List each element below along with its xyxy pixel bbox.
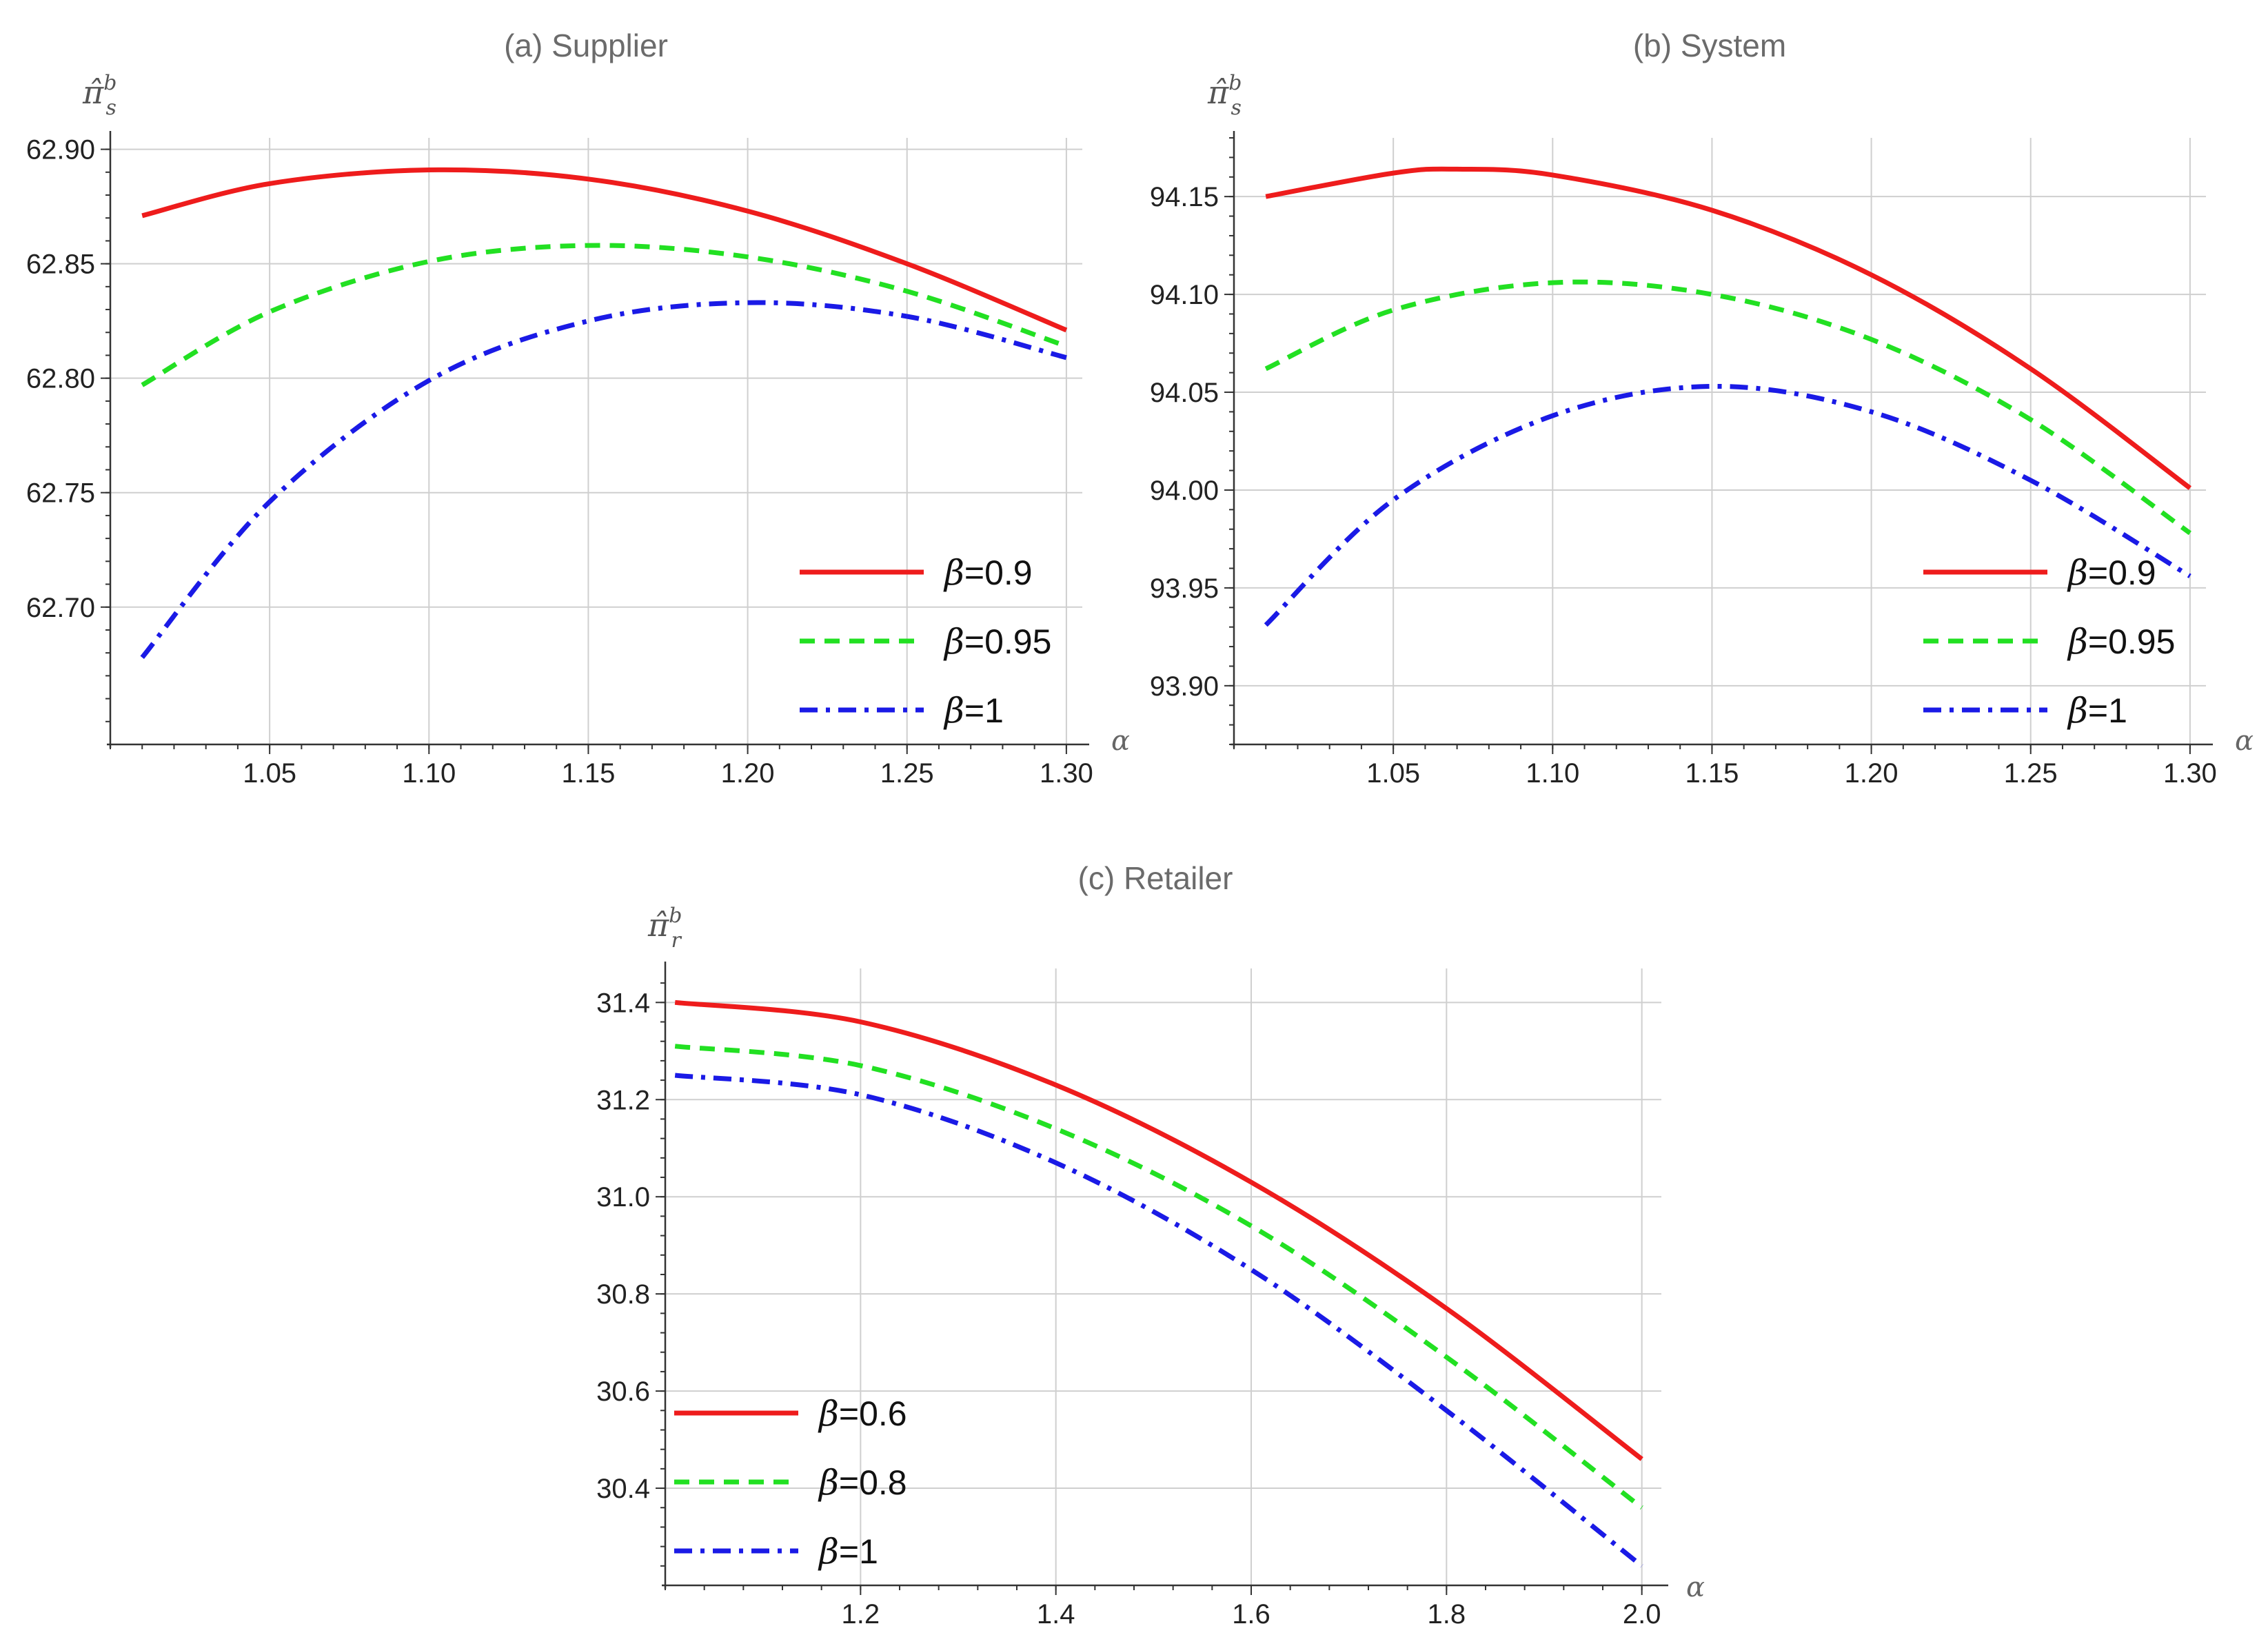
supplier-y-tick-label: 62.85 bbox=[26, 250, 95, 280]
retailer-y-tick-label: 31.4 bbox=[596, 988, 650, 1018]
system-series-line bbox=[1264, 383, 2191, 627]
supplier-x-tick-label: 1.20 bbox=[721, 758, 775, 789]
supplier-x-tick-label: 1.30 bbox=[1040, 758, 1093, 789]
supplier-x-tick-label: 1.05 bbox=[243, 758, 296, 789]
system-x-tick-label: 1.25 bbox=[2004, 758, 2058, 789]
retailer-legend-label: β=0.8 bbox=[818, 1463, 907, 1503]
system-series-line bbox=[1265, 166, 2191, 490]
supplier-legend: β=0.9 β=0.95 β=1 bbox=[800, 553, 1051, 731]
system-series-line bbox=[1264, 279, 2191, 536]
system-y-tick-label: 93.95 bbox=[1150, 573, 1219, 604]
retailer-x-tick-label: 1.2 bbox=[842, 1599, 880, 1629]
system-y-tick-label: 94.00 bbox=[1150, 476, 1219, 506]
supplier-y-tick-label: 62.70 bbox=[26, 593, 95, 623]
system-legend: β=0.9 β=0.95 β=1 bbox=[1923, 553, 2175, 731]
system-x-tick-label: 1.05 bbox=[1366, 758, 1420, 789]
retailer-x-tick-label: 1.4 bbox=[1037, 1599, 1075, 1629]
supplier-y-tick-label: 62.75 bbox=[26, 478, 95, 509]
retailer-x-tick-label: 2.0 bbox=[1623, 1599, 1661, 1629]
retailer-y-tick-label: 31.2 bbox=[596, 1085, 650, 1115]
supplier-legend-label: β=1 bbox=[943, 691, 1004, 731]
system-x-tick-label: 1.10 bbox=[1526, 758, 1579, 789]
supplier-x-tick-label: 1.15 bbox=[562, 758, 616, 789]
system-y-tick-label: 94.10 bbox=[1150, 280, 1219, 310]
system-y-tick-label: 94.15 bbox=[1150, 182, 1219, 212]
retailer-legend-label: β=0.6 bbox=[818, 1394, 907, 1434]
retailer-panel: (c) Retailer 1.2 1.4 1.6 1.8 2.0 30.4 30.6 30.8… bbox=[596, 860, 1705, 1629]
supplier-series-line bbox=[141, 243, 1068, 387]
system-legend-label: β=0.95 bbox=[2067, 622, 2175, 662]
supplier-series-line bbox=[140, 300, 1067, 660]
supplier-series-line bbox=[141, 167, 1068, 333]
system-y-axis-label: π̂b s bbox=[1207, 71, 1242, 120]
retailer-y-tick-label: 30.8 bbox=[596, 1279, 650, 1310]
system-x-axis-label: α bbox=[2235, 725, 2254, 757]
retailer-x-tick-label: 1.6 bbox=[1232, 1599, 1270, 1629]
retailer-y-tick-label: 30.4 bbox=[596, 1474, 650, 1504]
supplier-y-tick-label: 62.90 bbox=[26, 135, 95, 165]
supplier-x-tick-label: 1.10 bbox=[402, 758, 456, 789]
system-x-tick-label: 1.30 bbox=[2163, 758, 2217, 789]
supplier-legend-label: β=0.95 bbox=[943, 622, 1051, 662]
retailer-series-line bbox=[674, 1044, 1643, 1510]
supplier-x-tick-label: 1.25 bbox=[880, 758, 934, 789]
retailer-x-axis-label: α bbox=[1686, 1572, 1705, 1603]
retailer-y-axis-label: π̂b r bbox=[647, 904, 682, 953]
retailer-y-tick-label: 30.6 bbox=[596, 1377, 650, 1407]
system-title: (b) System bbox=[1633, 28, 1786, 63]
supplier-legend-label: β=0.9 bbox=[943, 553, 1033, 593]
supplier-title: (a) Supplier bbox=[504, 28, 668, 63]
supplier-x-axis-label: α bbox=[1111, 725, 1130, 757]
supplier-y-tick-label: 62.80 bbox=[26, 364, 95, 394]
system-y-tick-label: 93.90 bbox=[1150, 671, 1219, 702]
system-legend-label: β=1 bbox=[2067, 691, 2127, 731]
system-x-tick-label: 1.20 bbox=[1845, 758, 1899, 789]
retailer-x-tick-label: 1.8 bbox=[1428, 1599, 1466, 1629]
system-y-tick-label: 94.05 bbox=[1150, 378, 1219, 408]
retailer-series-line bbox=[674, 999, 1643, 1461]
retailer-legend: β=0.6 β=0.8 β=1 bbox=[674, 1394, 907, 1572]
system-panel: (b) System 1.05 1.10 1.15 1.20 1.25 1.30 93.90… bbox=[1150, 28, 2254, 789]
system-x-tick-label: 1.15 bbox=[1685, 758, 1739, 789]
supplier-panel: (a) Supplier 1.05 1.10 1.15 1.20 1.25 1.30 62.… bbox=[26, 28, 1130, 789]
retailer-y-tick-label: 31.0 bbox=[596, 1182, 650, 1212]
retailer-title: (c) Retailer bbox=[1078, 860, 1233, 896]
system-legend-label: β=0.9 bbox=[2067, 553, 2156, 593]
supplier-y-axis-label: π̂b s bbox=[82, 71, 117, 120]
retailer-legend-label: β=1 bbox=[818, 1532, 878, 1572]
